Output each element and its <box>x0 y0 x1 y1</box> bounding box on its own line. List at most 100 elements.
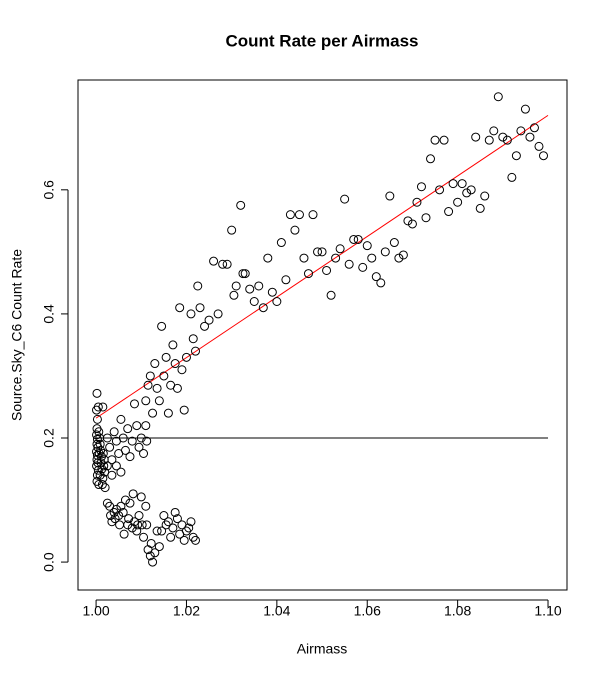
point <box>150 359 160 369</box>
point <box>179 535 189 545</box>
point <box>136 433 146 443</box>
y-tick-label: 0.6 <box>41 180 57 200</box>
point <box>276 238 286 248</box>
point <box>507 172 517 182</box>
point <box>175 303 185 313</box>
point <box>129 399 139 409</box>
point <box>97 480 107 490</box>
point <box>109 507 119 517</box>
point <box>317 247 327 257</box>
point <box>249 296 259 306</box>
point <box>480 191 490 201</box>
point <box>349 234 359 244</box>
point <box>170 359 180 369</box>
point <box>139 532 149 542</box>
x-axis-title: Airmass <box>297 641 348 657</box>
point <box>179 405 189 415</box>
point <box>412 197 422 207</box>
point <box>191 535 201 545</box>
point <box>181 526 191 536</box>
point <box>254 281 264 291</box>
point <box>132 526 142 536</box>
point <box>102 461 112 471</box>
point <box>120 445 130 455</box>
point <box>236 200 246 210</box>
point <box>191 346 201 356</box>
point <box>462 188 472 198</box>
point <box>398 250 408 260</box>
point <box>335 244 345 254</box>
point <box>416 182 426 192</box>
point <box>124 514 134 524</box>
point <box>92 450 102 460</box>
point <box>119 529 129 539</box>
point <box>92 414 102 424</box>
point <box>94 427 104 437</box>
point <box>258 303 268 313</box>
point <box>125 452 135 462</box>
point <box>127 523 137 533</box>
point <box>218 259 228 269</box>
point <box>213 309 223 319</box>
point <box>294 210 304 220</box>
x-tick-label: 1.02 <box>173 603 200 619</box>
point <box>102 498 112 508</box>
y-tick-label: 0.2 <box>41 428 57 448</box>
chart-title: Count Rate per Airmass <box>225 31 418 50</box>
plot-frame <box>77 79 568 591</box>
point <box>331 253 341 263</box>
point <box>107 517 117 527</box>
point <box>93 402 103 412</box>
point <box>502 135 512 145</box>
point <box>109 427 119 437</box>
point <box>367 253 377 263</box>
point <box>172 383 182 393</box>
point <box>421 213 431 223</box>
point <box>299 253 309 263</box>
point <box>453 197 463 207</box>
point <box>94 449 104 459</box>
point <box>177 365 187 375</box>
point <box>511 151 521 161</box>
point <box>520 104 530 114</box>
point <box>141 421 151 431</box>
point <box>159 511 169 521</box>
point <box>466 185 476 195</box>
point <box>148 557 158 567</box>
y-tick-label: 0.0 <box>41 552 57 572</box>
point <box>111 461 121 471</box>
y-tick-label: 0.4 <box>41 304 57 324</box>
point <box>92 388 102 398</box>
point <box>200 321 210 331</box>
point <box>159 371 169 381</box>
point <box>105 442 115 452</box>
point <box>127 436 137 446</box>
point <box>358 262 368 272</box>
point <box>240 269 250 279</box>
point <box>114 511 124 521</box>
point <box>493 92 503 102</box>
point <box>125 498 135 508</box>
point <box>498 132 508 142</box>
point <box>353 234 363 244</box>
point <box>285 210 295 220</box>
point <box>525 132 535 142</box>
point <box>118 507 128 517</box>
point <box>150 548 160 558</box>
point <box>322 265 332 275</box>
point <box>371 272 381 282</box>
point <box>229 290 239 300</box>
point <box>245 284 255 294</box>
point <box>142 436 152 446</box>
point <box>186 517 196 527</box>
point <box>435 185 445 195</box>
point <box>188 532 198 542</box>
point <box>168 523 178 533</box>
point <box>168 340 178 350</box>
point <box>152 383 162 393</box>
point <box>529 123 539 133</box>
point <box>166 532 176 542</box>
point <box>98 449 108 459</box>
point <box>489 126 499 136</box>
